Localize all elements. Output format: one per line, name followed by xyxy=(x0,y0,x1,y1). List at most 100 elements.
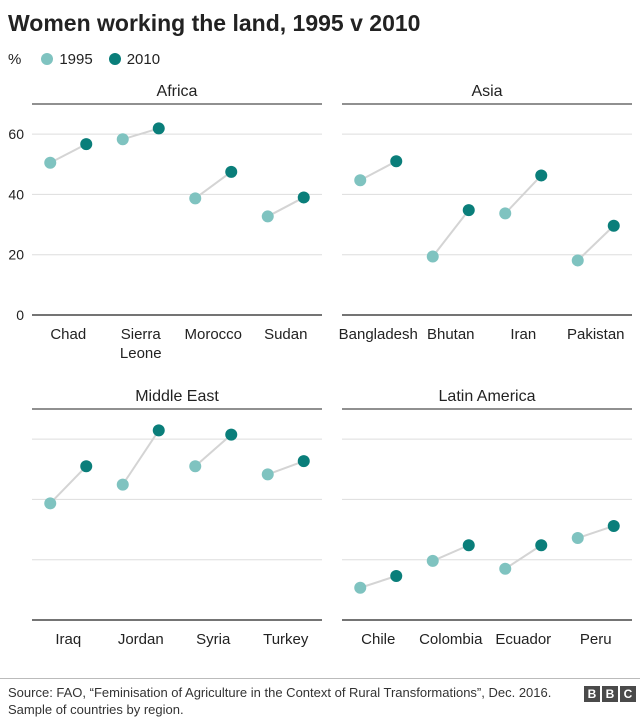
x-category-label-line: Chile xyxy=(361,631,395,648)
connector-line xyxy=(194,433,232,468)
point-2010 xyxy=(535,169,548,182)
x-category-label-line: Sudan xyxy=(264,326,307,343)
x-category-label: Colombia xyxy=(419,631,483,648)
x-category-label-line: Iraq xyxy=(55,631,81,648)
panel-title: Middle East xyxy=(135,388,219,405)
y-tick-label: 20 xyxy=(8,247,24,263)
point-2010 xyxy=(225,165,238,178)
bbc-logo: B B C xyxy=(582,686,636,702)
bbc-logo-letter: C xyxy=(620,686,636,702)
x-category-label: Morocco xyxy=(184,326,242,343)
x-category-label: Chile xyxy=(361,631,395,648)
point-1995 xyxy=(44,156,57,169)
x-category-label: Chad xyxy=(50,326,86,343)
x-category-label-line: Chad xyxy=(50,326,86,343)
point-2010 xyxy=(390,155,403,168)
point-2010 xyxy=(152,424,165,437)
connector-line xyxy=(359,575,397,589)
footer-divider xyxy=(0,678,640,679)
x-category-label: Pakistan xyxy=(567,326,625,343)
connector-line xyxy=(121,429,160,486)
y-tick-label: 0 xyxy=(16,307,24,323)
x-category-label-line: Peru xyxy=(580,631,612,648)
connector-line xyxy=(577,225,615,262)
point-2010 xyxy=(80,460,93,473)
bbc-logo-letter: B xyxy=(602,686,618,702)
x-category-label-line: Bhutan xyxy=(427,326,475,343)
point-2010 xyxy=(297,455,310,468)
point-1995 xyxy=(426,250,439,263)
point-1995 xyxy=(261,210,274,223)
x-category-label: Bangladesh xyxy=(339,326,418,343)
connector-line xyxy=(504,174,542,215)
x-category-label-line: Colombia xyxy=(419,631,483,648)
connector-line xyxy=(577,525,615,539)
x-category-label-line: Pakistan xyxy=(567,326,625,343)
x-category-label-line: Ecuador xyxy=(495,631,551,648)
x-category-label: Jordan xyxy=(118,631,164,648)
x-category-label-line: Morocco xyxy=(184,326,242,343)
x-category-label: Bhutan xyxy=(427,326,475,343)
point-1995 xyxy=(44,497,57,510)
x-category-label: Syria xyxy=(196,631,231,648)
point-1995 xyxy=(354,581,367,594)
point-1995 xyxy=(354,174,367,187)
legend-swatch-1995 xyxy=(41,53,54,65)
bbc-logo-letter: B xyxy=(584,686,600,702)
point-2010 xyxy=(535,539,548,552)
connector-line xyxy=(431,209,470,258)
point-2010 xyxy=(225,428,238,441)
point-1995 xyxy=(571,532,584,545)
point-2010 xyxy=(462,204,475,217)
source-note: Source: FAO, “Feminisation of Agricultur… xyxy=(8,685,552,717)
point-1995 xyxy=(116,478,129,491)
x-category-label: Turkey xyxy=(263,631,309,648)
y-tick-label: 40 xyxy=(8,186,24,202)
connector-line xyxy=(504,544,542,570)
point-1995 xyxy=(426,554,439,567)
x-category-label-line: Jordan xyxy=(118,631,164,648)
point-1995 xyxy=(499,562,512,575)
connector-line xyxy=(267,460,305,476)
connector-line xyxy=(122,127,160,141)
connector-line xyxy=(432,544,470,562)
x-category-label: Sudan xyxy=(264,326,307,343)
point-2010 xyxy=(297,191,310,204)
point-1995 xyxy=(189,460,202,473)
y-tick-label: 60 xyxy=(8,126,24,142)
connector-line xyxy=(49,465,87,505)
point-2010 xyxy=(462,539,475,552)
connector-line xyxy=(267,196,305,218)
x-category-label-line: Leone xyxy=(120,345,162,362)
panel-title: Africa xyxy=(157,83,198,100)
connector-line xyxy=(49,143,87,164)
point-2010 xyxy=(607,519,620,532)
x-category-label: Sierra Leone xyxy=(120,326,162,362)
legend-swatch-2010 xyxy=(108,53,121,65)
panel-title: Latin America xyxy=(439,388,536,405)
point-1995 xyxy=(261,468,274,481)
connector-line xyxy=(359,160,397,182)
x-category-label-line: Sierra xyxy=(121,326,162,343)
x-category-label-line: Bangladesh xyxy=(339,326,418,343)
x-category-label-line: Iran xyxy=(510,326,536,343)
point-2010 xyxy=(390,569,403,582)
x-category-label: Iraq xyxy=(55,631,81,648)
x-category-label: Peru xyxy=(580,631,612,648)
legend-item-1995: 1995 xyxy=(41,50,93,68)
x-category-label: Ecuador xyxy=(495,631,551,648)
point-2010 xyxy=(152,122,165,135)
point-1995 xyxy=(571,254,584,267)
panel-title: Asia xyxy=(471,83,502,100)
legend: % 1995 2010 xyxy=(8,49,176,69)
x-category-label-line: Turkey xyxy=(263,631,309,648)
legend-item-2010: 2010 xyxy=(108,50,161,68)
legend-label-1995: 1995 xyxy=(59,50,93,68)
x-category-label: Iran xyxy=(510,326,536,343)
legend-label-2010: 2010 xyxy=(126,50,161,68)
point-2010 xyxy=(607,219,620,232)
legend-unit: % xyxy=(8,50,22,68)
connector-line xyxy=(194,171,232,200)
x-category-label-line: Syria xyxy=(196,631,231,648)
